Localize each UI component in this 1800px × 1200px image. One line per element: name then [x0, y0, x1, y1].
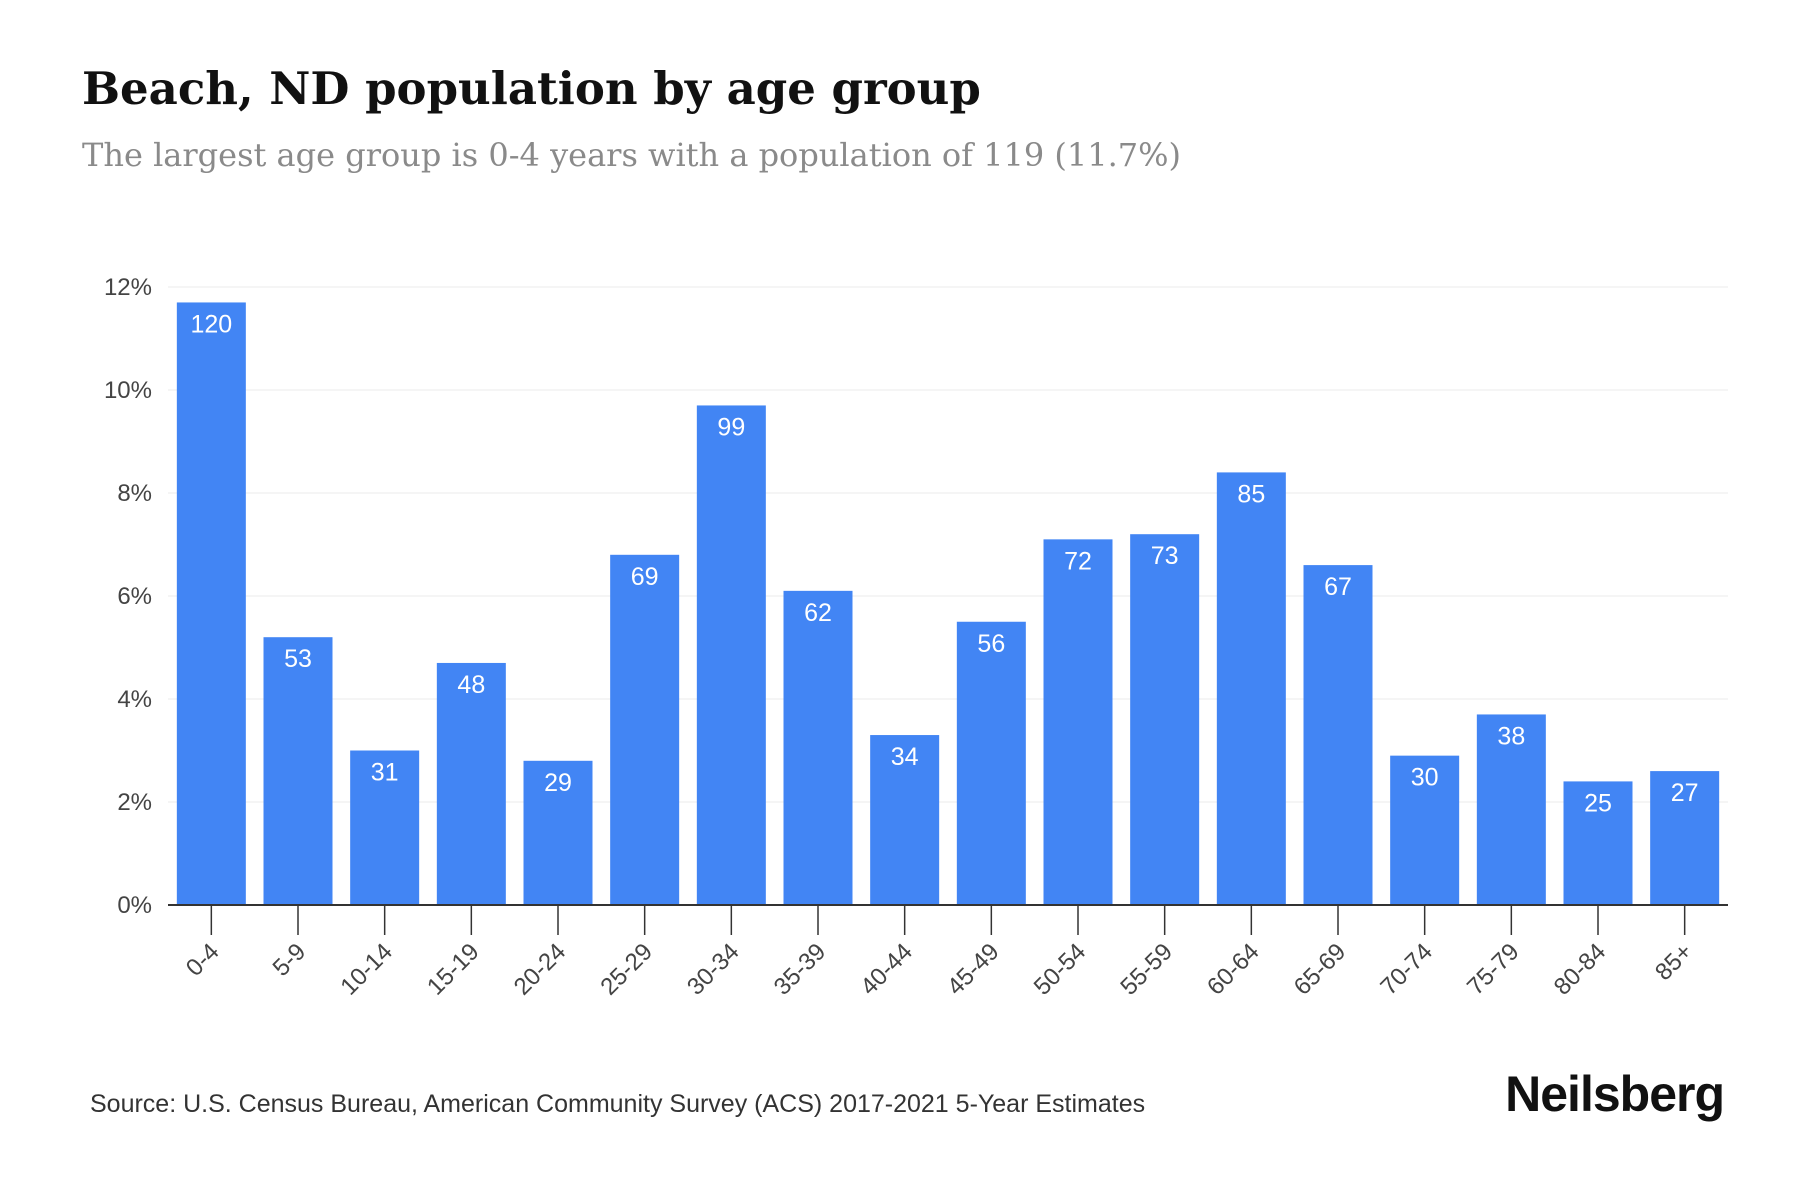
x-tick-label: 35-39 [769, 938, 832, 1001]
bars: 120 53 31 48 29 69 99 62 34 56 72 73 85 67 30 38 25 27 [176, 302, 1720, 905]
bar [1043, 539, 1113, 905]
bar [263, 637, 333, 905]
x-tick-label: 50-54 [1029, 938, 1092, 1001]
bar [1216, 472, 1286, 905]
y-tick-label: 2% [117, 789, 152, 816]
bar [1303, 565, 1373, 905]
bar-value-label: 38 [1497, 722, 1525, 750]
x-tick-label: 15-19 [422, 938, 485, 1001]
bar [870, 735, 940, 905]
x-tick-label: 65-69 [1289, 938, 1352, 1001]
bar-value-label: 62 [804, 599, 832, 627]
x-tick-label: 60-64 [1202, 938, 1265, 1001]
bar-value-label: 67 [1324, 573, 1352, 601]
bar-value-label: 85 [1237, 480, 1265, 508]
bar [1650, 771, 1720, 905]
y-tick-label: 12% [104, 274, 152, 301]
bar-value-label: 31 [371, 759, 399, 787]
x-tick-label: 75-79 [1462, 938, 1525, 1001]
bar [1476, 714, 1546, 905]
bar [956, 621, 1026, 905]
bar-value-label: 53 [284, 645, 312, 673]
x-tick-label: 25-29 [595, 938, 658, 1001]
bar-value-label: 69 [631, 563, 659, 591]
y-tick-label: 4% [117, 686, 152, 713]
x-tick-label: 30-34 [682, 938, 745, 1001]
y-tick-label: 10% [104, 377, 152, 404]
bar [1130, 534, 1200, 905]
x-tick-label: 0-4 [181, 938, 225, 982]
bar-value-label: 25 [1584, 789, 1612, 817]
bar [350, 750, 420, 905]
gridlines [168, 286, 1728, 803]
bar-value-label: 73 [1151, 542, 1179, 570]
x-tick-label: 45-49 [942, 938, 1005, 1001]
x-tick-label: 55-59 [1115, 938, 1178, 1001]
x-tick-label: 80-84 [1549, 938, 1612, 1001]
bar [523, 760, 593, 905]
bar-value-label: 72 [1064, 547, 1092, 575]
bar [1563, 781, 1633, 905]
x-tick-label: 70-74 [1375, 938, 1438, 1001]
bar-value-label: 30 [1411, 764, 1439, 792]
y-tick-label: 8% [117, 480, 152, 507]
bar-value-label: 29 [544, 769, 572, 797]
y-tick-label: 0% [117, 892, 152, 919]
source-note: Source: U.S. Census Bureau, American Com… [90, 1090, 1146, 1118]
bar-value-label: 120 [190, 310, 232, 338]
x-tick-label: 20-24 [509, 938, 572, 1001]
bar-chart: 120 53 31 48 29 69 99 62 34 56 72 73 85 67 30 38 25 27 0%… [104, 274, 1728, 1001]
neilsberg-logo: Neilsberg [1505, 1066, 1725, 1122]
chart-title: Beach, ND population by age group [82, 62, 981, 115]
x-tick-label: 5-9 [268, 938, 312, 982]
bar [176, 302, 246, 905]
bar-value-label: 99 [717, 413, 745, 441]
x-tick-label: 40-44 [855, 938, 918, 1001]
x-tick-label: 85+ [1650, 938, 1698, 986]
bar [696, 405, 766, 905]
bar-value-label: 56 [977, 630, 1005, 658]
bar [436, 662, 506, 905]
bar [610, 554, 680, 905]
chart-subtitle: The largest age group is 0-4 years with … [82, 136, 1182, 174]
bar-value-label: 27 [1671, 779, 1699, 807]
x-tick-label: 10-14 [335, 938, 398, 1001]
bar-value-label: 48 [457, 671, 485, 699]
bar [783, 590, 853, 905]
y-tick-label: 6% [117, 583, 152, 610]
bar-value-label: 34 [891, 743, 919, 771]
bar [1390, 755, 1460, 905]
